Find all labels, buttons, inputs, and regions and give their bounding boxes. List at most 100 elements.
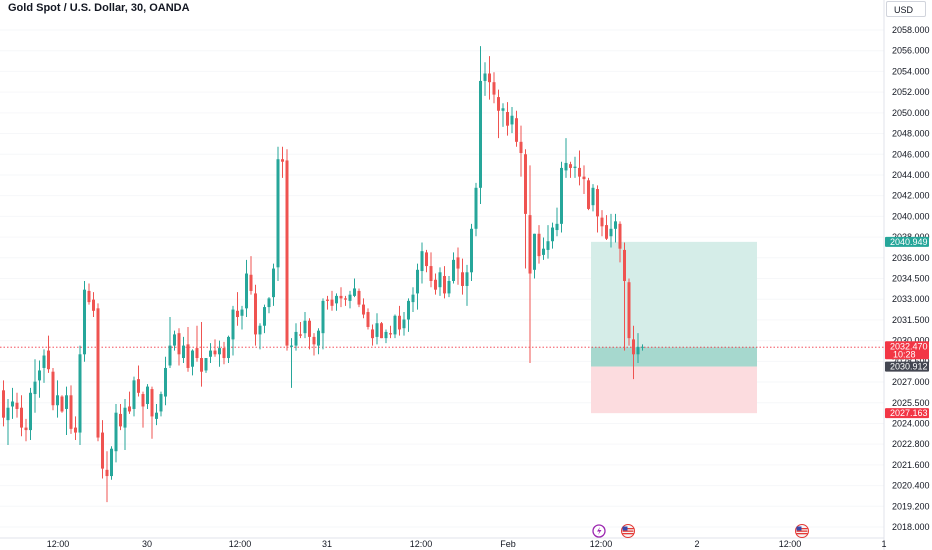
candle xyxy=(195,325,199,362)
candle xyxy=(2,380,5,427)
candle xyxy=(96,303,100,442)
candle xyxy=(141,391,145,428)
candle xyxy=(393,314,397,339)
candle xyxy=(159,391,163,417)
candle xyxy=(618,221,622,263)
candle xyxy=(249,256,253,295)
candle xyxy=(411,287,415,313)
candle xyxy=(56,380,59,418)
event-us-flag-icon[interactable] xyxy=(621,524,635,538)
countdown-text: 10:28 xyxy=(893,350,916,360)
candle xyxy=(92,292,95,318)
candle xyxy=(609,213,613,248)
candle xyxy=(326,295,329,310)
candle xyxy=(60,395,64,413)
loss-zone[interactable] xyxy=(591,366,757,414)
candle xyxy=(11,387,14,419)
candle xyxy=(83,280,86,362)
candle xyxy=(24,418,28,442)
candle xyxy=(389,325,392,339)
candle xyxy=(339,287,343,308)
price-tick-label: 2048.000 xyxy=(892,129,930,139)
candle xyxy=(105,451,109,503)
candle xyxy=(492,72,496,104)
candle xyxy=(366,308,370,330)
candle xyxy=(569,161,572,178)
price-tick-label: 2025.500 xyxy=(892,398,930,408)
candle xyxy=(254,284,257,346)
candle xyxy=(479,46,482,204)
chart-title: Gold Spot / U.S. Dollar, 30, OANDA xyxy=(8,2,190,14)
price-tick-label: 2044.000 xyxy=(892,170,930,180)
entry-zone[interactable] xyxy=(591,347,757,367)
candle xyxy=(447,276,451,298)
candle xyxy=(434,273,437,295)
price-axis: 2058.000 2056.000 2054.000 2052.000 2050.000… xyxy=(892,25,930,532)
candle xyxy=(74,416,77,441)
candle xyxy=(600,210,604,237)
candle xyxy=(101,420,104,479)
currency-button[interactable]: USD xyxy=(886,1,926,17)
stop-loss-tag-text: 2027.163 xyxy=(890,408,928,418)
profit-zone[interactable] xyxy=(591,241,757,348)
candle xyxy=(578,150,581,186)
candle xyxy=(87,283,91,305)
candle xyxy=(204,358,208,373)
price-tick-label: 2034.500 xyxy=(892,274,930,284)
candle xyxy=(357,288,361,308)
candle xyxy=(231,305,235,356)
candle xyxy=(15,392,19,418)
candle xyxy=(222,341,226,365)
candle xyxy=(209,343,212,363)
candle xyxy=(110,446,113,480)
price-tick-label: 2058.000 xyxy=(892,25,930,35)
candle xyxy=(299,321,302,339)
entry-price-tag-text: 2030.912 xyxy=(890,362,928,372)
candle xyxy=(371,324,374,346)
candle xyxy=(168,317,172,368)
candle xyxy=(506,102,509,136)
candle xyxy=(623,242,626,351)
candle xyxy=(510,107,514,134)
price-tick-label: 2033.000 xyxy=(892,294,930,304)
event-flash-icon[interactable] xyxy=(592,524,606,538)
candle xyxy=(443,266,446,299)
candle xyxy=(47,335,50,373)
candle xyxy=(461,258,464,295)
time-tick-label: 2 xyxy=(694,539,699,549)
price-tick-label: 2031.500 xyxy=(892,315,930,325)
candle xyxy=(348,290,352,309)
candle xyxy=(438,267,442,296)
candle xyxy=(218,340,221,367)
price-tick-label: 2027.000 xyxy=(892,377,930,387)
candle xyxy=(69,385,73,434)
candle xyxy=(375,313,379,345)
last-price-text: 2032.470 xyxy=(890,342,928,352)
price-tick-label: 2024.000 xyxy=(892,418,930,428)
candle xyxy=(303,312,307,339)
candle xyxy=(164,356,167,406)
candle xyxy=(546,225,550,259)
time-tick-label: 1 xyxy=(881,539,886,549)
candle xyxy=(605,215,608,240)
candle xyxy=(627,278,631,346)
candle xyxy=(155,403,158,426)
candle xyxy=(528,165,532,363)
candle xyxy=(501,103,505,127)
candle xyxy=(6,399,10,445)
candle xyxy=(285,149,289,351)
candle xyxy=(474,182,478,237)
candle xyxy=(182,336,185,363)
candle xyxy=(420,242,424,284)
price-tick-label: 2052.000 xyxy=(892,87,930,97)
time-tick-label: 12:00 xyxy=(47,539,70,549)
price-tick-label: 2022.800 xyxy=(892,439,930,449)
price-tick-label: 2021.600 xyxy=(892,460,930,470)
take-profit-tag-text: 2040.949 xyxy=(890,237,928,247)
price-tick-label: 2028.500 xyxy=(892,356,930,366)
candle xyxy=(321,298,325,350)
candle xyxy=(452,252,455,284)
event-us-flag-icon[interactable] xyxy=(795,524,809,538)
candle xyxy=(551,222,554,249)
